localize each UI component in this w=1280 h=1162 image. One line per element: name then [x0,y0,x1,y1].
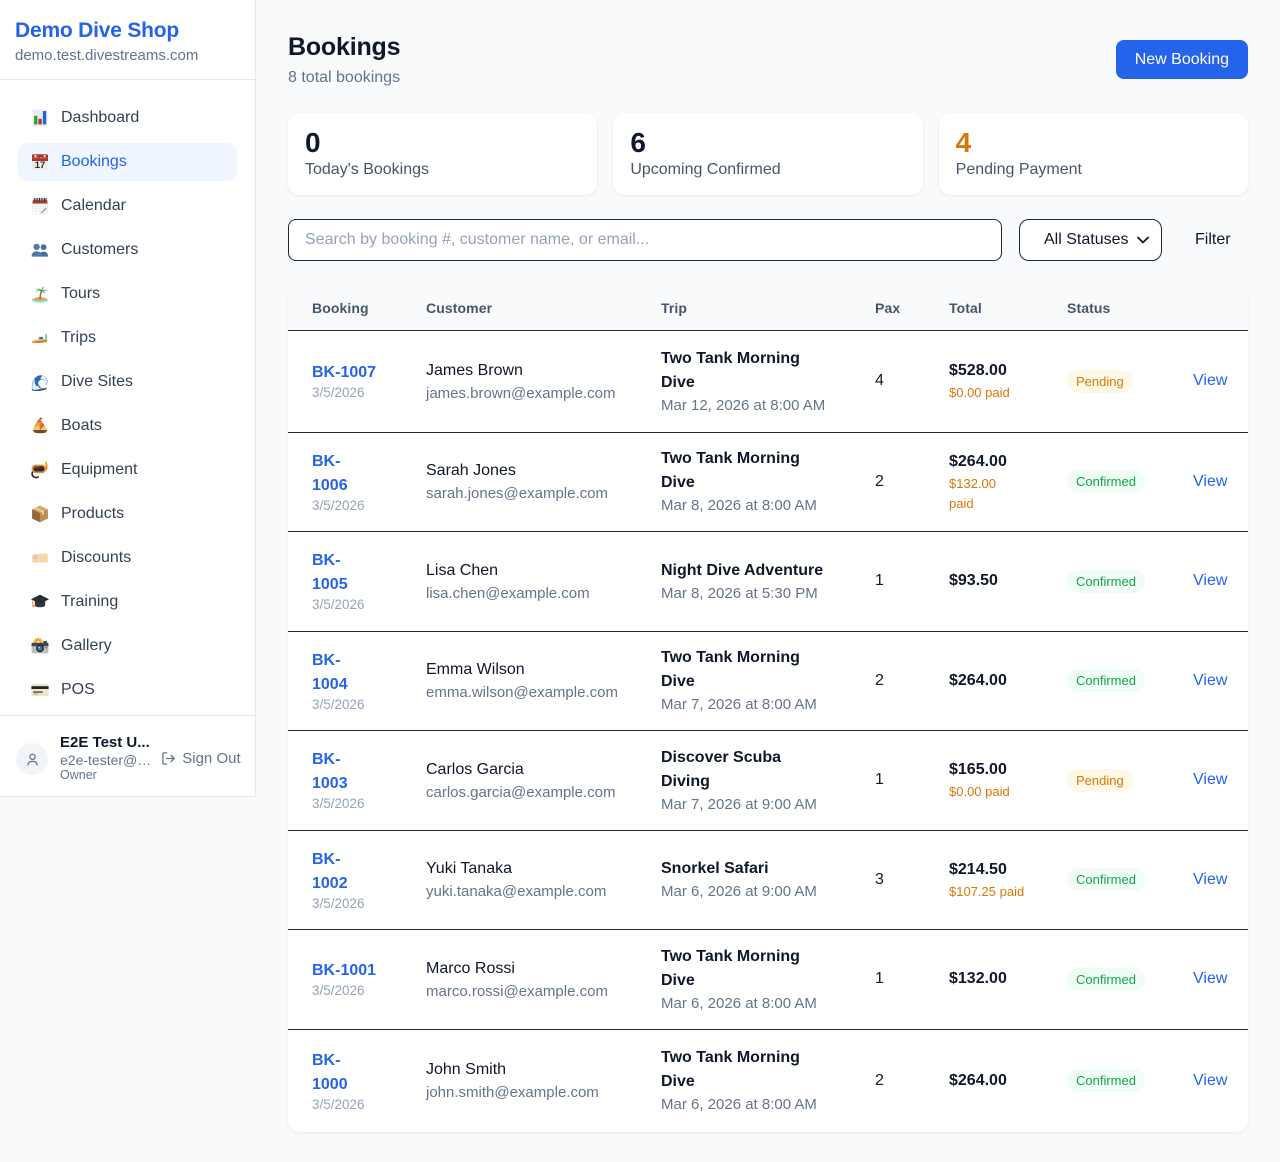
svg-text:17: 17 [35,159,45,170]
